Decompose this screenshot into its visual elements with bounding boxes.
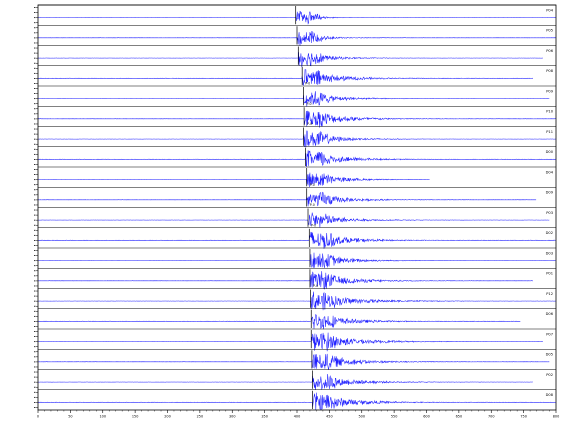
waveform-p06 [37,52,543,68]
station-label: P01 [546,272,553,276]
waveform-p02 [38,373,533,390]
x-tick-label: 700 [488,415,494,419]
x-tick-label: 150 [132,415,138,419]
x-tick-label: 450 [326,415,332,419]
phase-label: P-0 [311,223,316,227]
station-label: P09 [546,89,553,93]
x-tick-label: 300 [229,415,235,419]
station-label: D06 [546,312,554,316]
waveform-p10 [37,110,556,128]
waveform-d00 [38,150,556,167]
x-tick-label: 350 [261,415,267,419]
x-tick-label: 200 [164,415,170,419]
station-label: P02 [546,373,553,377]
station-label: D00 [546,150,554,154]
waveform-d03 [37,252,556,268]
waveform-d06 [37,313,521,330]
x-tick-label: 800 [553,415,559,419]
x-tick-label: 600 [423,415,429,419]
station-label: P12 [546,292,553,296]
phase-label: P-0 [307,122,312,126]
waveform-p08 [38,69,534,86]
x-tick-label: 500 [359,415,365,419]
x-tick-label: 750 [520,415,526,419]
waveform-p03 [37,212,550,228]
station-label: P05 [546,29,553,33]
waveform-p01 [38,271,533,290]
waveform-p12 [37,291,556,311]
x-tick-label: 50 [68,415,72,419]
waveform-d08 [37,392,556,411]
station-label: P10 [546,110,553,114]
traces-layer [37,6,556,411]
waveform-d09 [38,191,537,207]
x-tick-label: 550 [391,415,397,419]
station-label: D09 [546,191,554,195]
station-label: P04 [546,8,553,12]
x-tick-label: 100 [100,415,106,419]
phase-label: P-0 [306,102,311,106]
station-label: D02 [546,231,553,235]
waveform-d04 [38,172,430,188]
x-tick-label: 250 [197,415,203,419]
station-label: D03 [546,251,553,255]
phase-label: P-0 [310,183,315,187]
station-label: D08 [546,393,554,397]
waveform-d05 [37,353,550,370]
station-label: P06 [546,49,553,53]
x-tick-label: 650 [456,415,462,419]
x-tick-label: 400 [294,415,300,419]
frame-layer [34,4,557,413]
station-label: P03 [546,211,553,215]
station-label: P11 [546,130,553,134]
phase-label: P-0 [305,82,310,86]
x-tick-label: 0 [37,415,39,419]
waveform-p09 [38,91,550,107]
waveform-d02 [37,231,556,249]
station-label: P08 [546,69,553,73]
station-label: D04 [546,170,554,174]
waveform-p11 [37,130,556,148]
phase-label: P-0 [313,284,318,288]
waveform-p07 [38,332,543,352]
station-label: P07 [546,332,553,336]
waveform-p04 [37,10,556,25]
labels-layer: P04 P05 P06 P-0 P08 P-0 P09 P-0 P10 P11 D00 P-0 D04 P… [37,8,559,418]
station-label: D05 [546,353,553,357]
phase-label: P-0 [310,203,315,207]
